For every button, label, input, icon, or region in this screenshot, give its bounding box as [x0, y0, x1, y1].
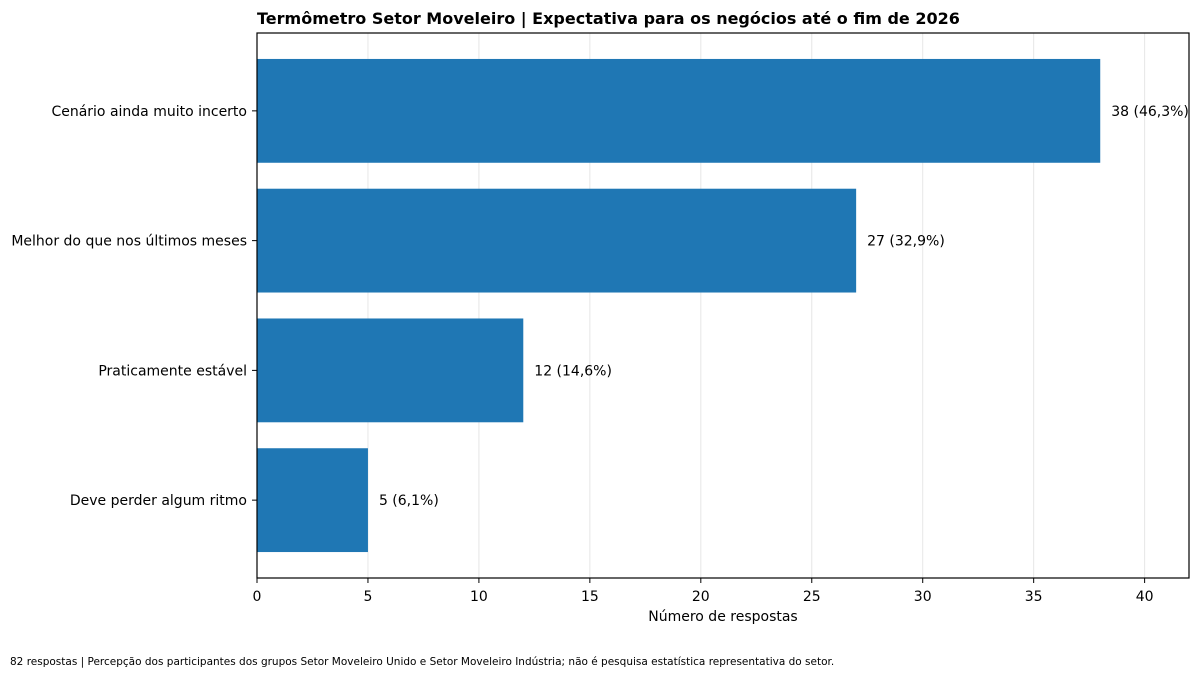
- data-label-3: 5 (6,1%): [379, 493, 439, 509]
- x-tick-label-6: 30: [914, 589, 932, 605]
- category-label-0: Cenário ainda muito incerto: [51, 104, 247, 120]
- x-tick-label-0: 0: [253, 589, 262, 605]
- x-tick-label-8: 40: [1136, 589, 1154, 605]
- category-label-2: Praticamente estável: [98, 363, 247, 379]
- data-label-0: 38 (46,3%): [1111, 104, 1189, 120]
- category-labels: Cenário ainda muito incerto Melhor do que…: [11, 104, 257, 509]
- bars: [257, 58, 1101, 553]
- x-tick-label-4: 20: [692, 589, 710, 605]
- plot-frame: [256, 32, 1190, 579]
- category-label-1: Melhor do que nos últimos meses: [11, 234, 247, 250]
- x-axis-title: Número de respostas: [648, 609, 797, 625]
- x-axis-ticks: 0 5 10 15 20 25 30 35 40: [253, 578, 1154, 605]
- chart-title: Termômetro Setor Moveleiro | Expectativa…: [257, 9, 960, 29]
- bar-1: [257, 188, 857, 293]
- x-tick-label-7: 35: [1025, 589, 1043, 605]
- category-label-3: Deve perder algum ritmo: [70, 493, 247, 509]
- data-label-1: 27 (32,9%): [867, 234, 945, 250]
- data-labels: 38 (46,3%) 27 (32,9%) 12 (14,6%) 5 (6,1%): [379, 104, 1189, 509]
- data-label-2: 12 (14,6%): [534, 363, 612, 379]
- x-tick-label-2: 10: [470, 589, 488, 605]
- bar-0: [257, 58, 1101, 163]
- bar-2: [257, 318, 524, 423]
- x-tick-label-1: 5: [363, 589, 372, 605]
- bar-3: [257, 448, 368, 553]
- x-tick-label-3: 15: [581, 589, 599, 605]
- x-tick-label-5: 25: [803, 589, 821, 605]
- footnote: 82 respostas | Percepção dos participant…: [10, 656, 835, 668]
